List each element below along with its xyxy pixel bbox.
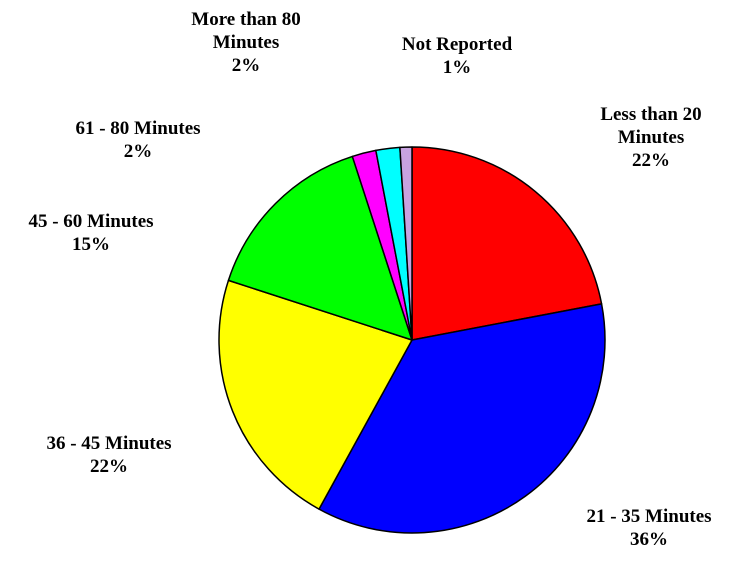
slice-label: 21 - 35 Minutes 36% [586,505,711,551]
value-label: 22% [632,150,670,171]
value-label: 15% [71,234,110,255]
category-label: 61 - 80 Minutes [75,118,201,139]
slice-label: 45 - 60 Minutes 15% [28,210,153,256]
slice-label: Not Reported 1% [402,33,512,79]
pie-slice [411,146,603,341]
value-label: 36% [629,529,668,550]
pie-slice [318,303,606,534]
pie-slice [227,155,413,341]
slice-label: More than 80 Minutes 2% [181,8,311,77]
pie-slice [218,279,413,510]
slice-label: Less than 20 Minutes 22% [581,103,721,172]
value-label: 1% [442,57,472,78]
category-label: 36 - 45 Minutes [46,433,172,454]
category-label: More than 80 Minutes [191,9,301,53]
value-label: 2% [231,55,261,76]
slice-label: 61 - 80 Minutes 2% [75,117,200,163]
value-label: 22% [89,456,128,477]
slice-label: 36 - 45 Minutes 22% [46,432,171,478]
category-label: Not Reported [401,34,513,55]
category-label: 45 - 60 Minutes [28,211,154,232]
category-label: 21 - 35 Minutes [586,506,712,527]
pie-slice [399,146,413,341]
value-label: 2% [123,141,153,162]
category-label: Less than 20 Minutes [600,104,702,148]
